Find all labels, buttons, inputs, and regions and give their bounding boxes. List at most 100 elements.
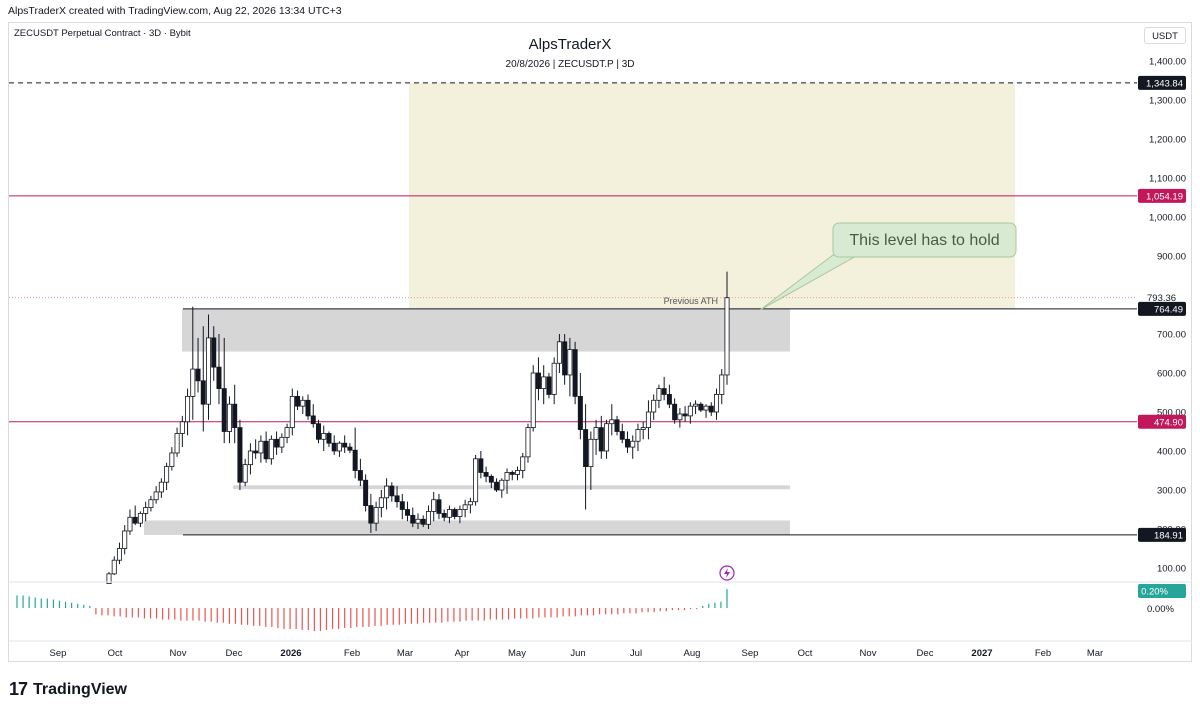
candle xyxy=(399,493,405,520)
candle xyxy=(535,357,541,401)
candle-body xyxy=(195,368,201,382)
candle xyxy=(483,466,489,483)
candle-body xyxy=(378,497,384,508)
candle xyxy=(504,468,510,494)
resistance-zone xyxy=(182,308,790,352)
currency-button[interactable]: USDT xyxy=(1144,27,1186,44)
candle-body xyxy=(310,415,316,425)
candle-body xyxy=(143,507,149,514)
candle-body xyxy=(562,341,568,376)
candle xyxy=(693,400,699,414)
candle-body xyxy=(305,399,311,417)
candle xyxy=(216,334,222,405)
candle xyxy=(310,404,316,428)
support-zone-1 xyxy=(233,485,790,490)
candle-body xyxy=(331,442,337,452)
candle-body xyxy=(111,559,117,575)
candle-body xyxy=(405,509,411,516)
candle xyxy=(232,384,238,444)
candle xyxy=(211,326,217,381)
candle xyxy=(315,419,321,444)
candle-body xyxy=(572,349,578,397)
candle xyxy=(179,415,185,448)
candle-body xyxy=(488,475,494,483)
candle xyxy=(122,525,128,555)
candle xyxy=(195,337,201,393)
annotation-callout: This level has to hold xyxy=(759,222,1017,311)
candle xyxy=(572,341,578,405)
candle-body xyxy=(389,485,395,497)
candle xyxy=(347,443,353,453)
candle xyxy=(682,406,688,422)
previous-ath-label: Previous ATH xyxy=(664,296,718,306)
candle xyxy=(305,394,311,420)
candle-body xyxy=(164,466,170,483)
candle-body xyxy=(373,507,379,524)
candle-body xyxy=(473,458,479,503)
candle-body xyxy=(153,491,159,501)
y-tick-label: 100.00 xyxy=(1157,564,1186,575)
candle-body xyxy=(583,429,589,467)
candle-body xyxy=(541,376,547,389)
y-tick-label: 500.00 xyxy=(1157,408,1186,419)
tradingview-logo[interactable]: 17 TradingView xyxy=(9,679,127,700)
candle xyxy=(206,314,212,420)
candle xyxy=(656,384,662,409)
candle xyxy=(635,423,641,451)
candle-body xyxy=(394,495,400,503)
candle-body xyxy=(462,504,468,510)
candle-body xyxy=(179,421,185,434)
candle xyxy=(279,433,285,453)
candle-body xyxy=(116,548,122,561)
y-tick-label: 1,000.00 xyxy=(1149,213,1186,224)
symbol-line[interactable]: ZECUSDT Perpetual Contract · 3D · Bybit xyxy=(14,28,191,39)
candle xyxy=(494,478,500,492)
x-tick-label: 2027 xyxy=(971,648,992,659)
candle-body xyxy=(226,403,232,432)
candle xyxy=(431,491,437,522)
candle xyxy=(357,458,363,487)
candle-body xyxy=(137,513,143,524)
candle xyxy=(253,439,259,459)
y-tick-label: 900.00 xyxy=(1157,252,1186,263)
candle xyxy=(661,376,667,401)
candle xyxy=(562,334,568,385)
price-tag-bg xyxy=(1139,290,1185,304)
candle xyxy=(111,556,117,576)
price-tag-label: 793.36 xyxy=(1147,293,1176,304)
candle-body xyxy=(478,458,484,473)
candle-body xyxy=(525,427,531,458)
candle xyxy=(588,431,594,490)
candle-body xyxy=(666,394,672,405)
candle-body xyxy=(593,427,599,440)
candle xyxy=(153,486,159,504)
candle-body xyxy=(158,481,164,493)
x-tick-label: May xyxy=(508,648,526,659)
callout-box xyxy=(832,222,1017,258)
candle xyxy=(420,515,426,528)
candle-body xyxy=(588,438,594,467)
candle-body xyxy=(200,380,206,405)
candle-body xyxy=(127,516,133,532)
candle-body xyxy=(635,429,641,442)
price-tag: 764.49 xyxy=(1138,301,1186,316)
indicator-tag-bg xyxy=(1138,584,1186,598)
candle xyxy=(132,505,138,526)
candle-body xyxy=(509,472,515,475)
candle xyxy=(263,431,269,463)
candle-body xyxy=(687,405,693,417)
candle xyxy=(226,396,232,444)
price-tag: 1,054.19 xyxy=(1138,188,1186,203)
candle xyxy=(551,357,557,405)
x-tick-label: Jun xyxy=(570,648,585,659)
candle xyxy=(724,271,730,385)
candle xyxy=(509,470,515,481)
candle-body xyxy=(352,449,358,471)
candle-body xyxy=(425,511,431,525)
candle xyxy=(394,486,400,508)
candle-body xyxy=(651,399,657,413)
candle xyxy=(488,474,494,489)
candle-body xyxy=(672,403,678,421)
price-tag-bg xyxy=(1138,301,1186,316)
